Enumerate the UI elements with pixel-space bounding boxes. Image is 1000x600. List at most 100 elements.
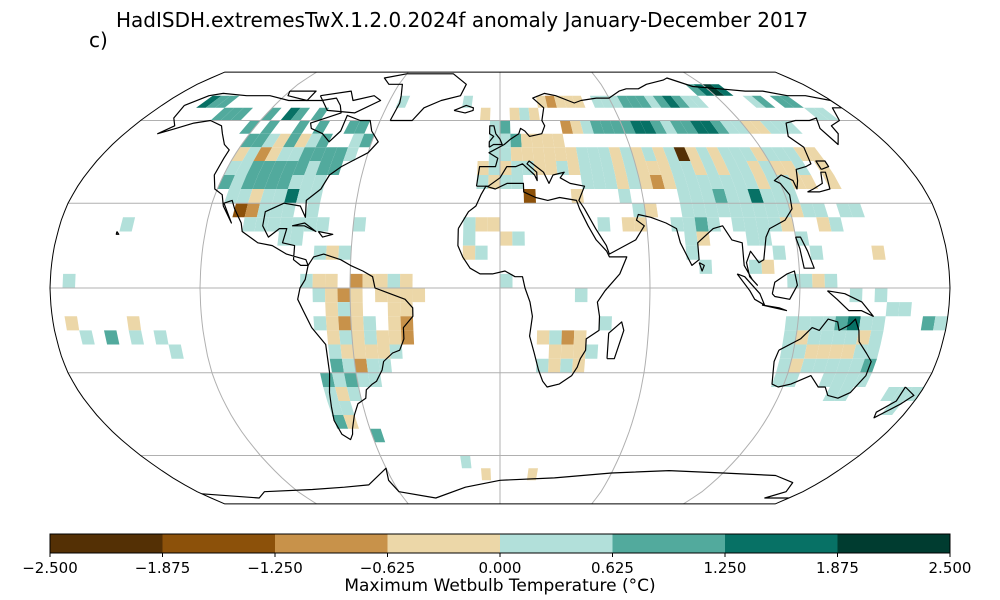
- anomaly-cell: [739, 120, 761, 134]
- colorbar-label: Maximum Wetbulb Temperature (°C): [344, 576, 656, 596]
- anomaly-cell: [753, 175, 771, 189]
- anomaly-cell: [291, 120, 311, 134]
- anomaly-cell: [287, 147, 305, 161]
- anomaly-cell: [62, 273, 76, 288]
- anomaly-cell: [239, 120, 261, 134]
- anomaly-cell: [603, 175, 618, 189]
- anomaly-cell: [343, 120, 361, 134]
- anomaly-cell: [376, 330, 390, 345]
- anomaly-cell: [387, 273, 401, 288]
- anomaly-cell: [649, 120, 667, 134]
- anomaly-cell: [920, 316, 936, 331]
- anomaly-cell: [800, 358, 817, 373]
- coastline: [698, 262, 705, 272]
- anomaly-cell: [350, 288, 363, 303]
- coastline: [475, 77, 843, 286]
- anomaly-cell: [764, 203, 780, 218]
- anomaly-cell: [259, 120, 281, 134]
- anomaly-cell: [287, 175, 305, 189]
- anomaly-cell: [244, 203, 260, 218]
- anomaly-cell: [480, 107, 491, 121]
- anomaly-cell: [719, 120, 741, 134]
- anomaly-cell: [724, 161, 742, 175]
- anomaly-cell: [126, 316, 142, 331]
- anomaly-cell: [310, 107, 330, 121]
- anomaly-cell: [701, 161, 719, 175]
- anomaly-cell: [723, 189, 740, 204]
- anomaly-cell: [743, 217, 758, 232]
- anomaly-cell: [168, 344, 184, 359]
- anomaly-cell: [579, 120, 594, 134]
- anomaly-cell: [585, 344, 599, 359]
- anomaly-cell: [824, 273, 838, 288]
- colorbar-tick-label: −2.500: [22, 559, 78, 577]
- anomaly-cell: [561, 330, 575, 345]
- anomaly-cell: [632, 203, 646, 218]
- anomaly-cell: [543, 147, 556, 161]
- anomaly-cell: [230, 107, 254, 121]
- anomaly-cell: [338, 245, 352, 260]
- anomaly-cell: [670, 217, 685, 232]
- anomaly-cell: [599, 120, 615, 134]
- anomaly-cell: [573, 344, 586, 359]
- anomaly-cell: [312, 120, 331, 134]
- anomaly-cell: [757, 231, 773, 246]
- anomaly-cell: [223, 161, 243, 175]
- anomaly-cell: [769, 95, 795, 108]
- anomaly-cell: [816, 217, 832, 232]
- anomaly-cell: [356, 372, 371, 387]
- anomaly-cell: [332, 372, 347, 387]
- anomaly-cell: [325, 273, 338, 288]
- anomaly-cell: [510, 147, 523, 161]
- anomaly-cell: [303, 217, 318, 232]
- anomaly-cell: [848, 203, 865, 218]
- anomaly-cell: [740, 203, 756, 218]
- anomaly-cell: [710, 84, 734, 96]
- anomaly-cell: [780, 161, 800, 175]
- anomaly-cell: [366, 358, 380, 373]
- anomaly-cell: [337, 288, 351, 303]
- anomaly-cell: [536, 330, 550, 345]
- anomaly-cell: [377, 344, 391, 359]
- anomaly-cell: [363, 330, 378, 345]
- anomaly-cell: [500, 120, 511, 134]
- colorbar-swatch: [50, 534, 163, 553]
- colorbar-tick-label: −1.250: [247, 559, 303, 577]
- anomaly-cell: [332, 415, 349, 429]
- anomaly-cell: [746, 161, 765, 175]
- anomaly-cell: [569, 120, 584, 134]
- anomaly-cell: [707, 175, 724, 189]
- anomaly-cell: [829, 372, 848, 387]
- anomaly-cell: [578, 161, 593, 175]
- colorbar-swatch: [275, 534, 388, 553]
- anomaly-cell: [589, 120, 605, 134]
- anomaly-cell: [794, 231, 810, 246]
- anomaly-cell: [475, 245, 488, 260]
- anomaly-cell: [751, 95, 776, 108]
- anomaly-cell: [280, 107, 301, 121]
- coastline: [157, 92, 379, 266]
- anomaly-cell: [856, 330, 872, 345]
- anomaly-cell: [597, 217, 611, 232]
- anomaly-cell: [572, 358, 586, 373]
- anomaly-cell: [609, 120, 626, 134]
- coastlines: [115, 73, 915, 499]
- anomaly-cell: [235, 161, 254, 175]
- anomaly-cell: [350, 302, 364, 317]
- anomaly-cell: [290, 107, 311, 121]
- anomaly-cell: [679, 120, 699, 134]
- anomaly-cell: [682, 217, 697, 232]
- coastline: [807, 171, 831, 193]
- anomaly-cell: [64, 316, 80, 331]
- anomaly-cell: [460, 455, 472, 469]
- anomaly-cell: [716, 203, 732, 218]
- anomaly-cell: [565, 147, 579, 161]
- anomaly-cell: [119, 217, 136, 232]
- anomaly-cell: [560, 344, 574, 359]
- anomaly-cell: [731, 217, 746, 232]
- anomaly-cell: [819, 330, 835, 345]
- anomaly-cell: [771, 147, 792, 161]
- coastline: [771, 318, 872, 399]
- colorbar-tick-label: 2.500: [929, 559, 972, 577]
- anomaly-cell: [215, 95, 240, 108]
